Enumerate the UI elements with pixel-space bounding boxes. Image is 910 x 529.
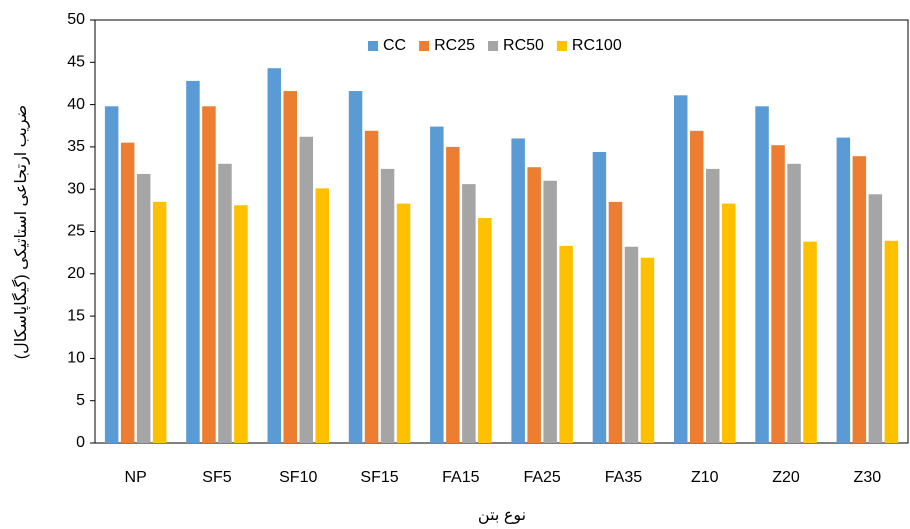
bar: [396, 203, 411, 443]
bar: [462, 184, 476, 443]
bar: [348, 91, 363, 444]
bar: [706, 168, 720, 443]
bar: [527, 167, 541, 444]
y-tick-label: 15: [67, 307, 85, 324]
y-tick-label: 5: [76, 392, 85, 409]
bar: [674, 95, 688, 443]
bar: [543, 180, 557, 444]
bar: [722, 203, 736, 443]
bar: [104, 106, 119, 444]
bar: [152, 201, 167, 443]
bar: [755, 106, 769, 444]
bar: [771, 145, 785, 443]
x-tick-label: Z30: [854, 469, 882, 486]
bar: [218, 163, 232, 443]
bar: [559, 245, 573, 443]
x-tick-label: SF10: [279, 469, 317, 486]
legend-label: RC25: [434, 37, 475, 54]
x-tick-label: FA15: [442, 469, 479, 486]
x-tick-label: Z20: [772, 469, 800, 486]
x-tick-label: NP: [125, 469, 147, 486]
bar: [803, 241, 817, 443]
bar: [852, 156, 867, 443]
legend-label: RC100: [572, 37, 622, 54]
legend-swatch: [556, 41, 567, 51]
bar: [234, 205, 248, 443]
bar: [186, 80, 200, 444]
x-tick-label: SF5: [202, 469, 231, 486]
bar: [283, 91, 297, 444]
y-tick-label: 25: [67, 223, 85, 240]
legend-swatch: [488, 41, 499, 51]
y-tick-label: 20: [67, 265, 85, 282]
y-tick-label: 0: [76, 434, 85, 451]
bar: [624, 246, 639, 443]
plot-frame: [94, 19, 909, 444]
y-axis-label: ضریب ارتجاعی استاتیکی (گیگاپاسکال): [11, 105, 31, 360]
bar: [267, 68, 281, 444]
bar: [868, 194, 883, 443]
legend-label: RC50: [503, 37, 544, 54]
bar: [380, 168, 395, 443]
bar: [136, 173, 151, 444]
bar: [430, 126, 444, 443]
bar: [787, 163, 801, 443]
y-tick-label: 30: [67, 180, 85, 197]
bar: [478, 217, 492, 443]
x-tick-label: SF15: [360, 469, 398, 486]
bar: [364, 130, 379, 444]
bar: [608, 201, 623, 443]
y-tick-label: 50: [67, 11, 85, 28]
bar: [690, 130, 704, 444]
bar: [120, 142, 135, 444]
y-tick-label: 40: [67, 96, 85, 113]
legend-swatch: [419, 41, 430, 51]
legend-swatch: [368, 41, 378, 51]
bar: [884, 240, 899, 443]
legend-label: CC: [383, 37, 406, 54]
bar: [446, 146, 460, 443]
bar: [202, 106, 216, 444]
y-tick-label: 10: [67, 350, 85, 367]
bar: [592, 151, 607, 443]
bar: [299, 136, 313, 444]
x-tick-label: FA35: [605, 469, 642, 486]
y-tick-label: 45: [67, 54, 85, 71]
bar: [836, 137, 851, 443]
bar: [640, 257, 655, 443]
x-tick-label: FA25: [523, 469, 560, 486]
bar: [315, 188, 329, 443]
bar: [511, 138, 525, 443]
y-tick-label: 35: [67, 138, 85, 155]
x-tick-label: Z10: [691, 469, 719, 486]
x-axis-label: نوع بتن: [478, 507, 526, 525]
